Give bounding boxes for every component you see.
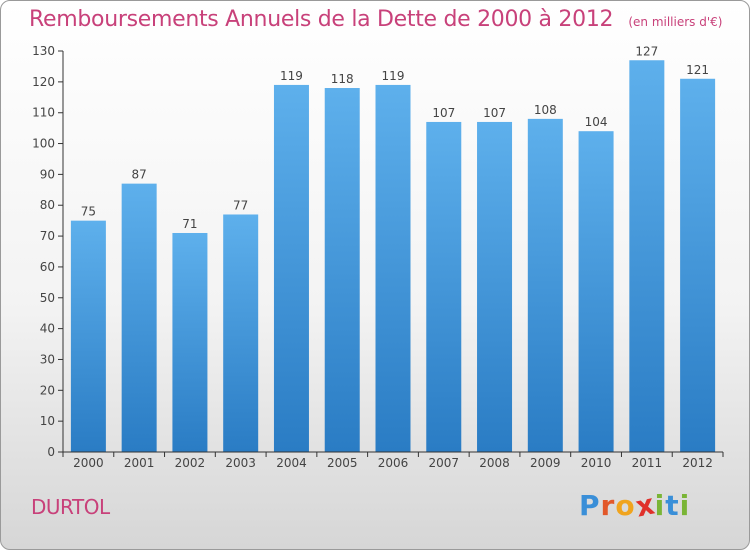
data-label: 127 bbox=[635, 44, 658, 58]
bar bbox=[426, 121, 462, 452]
bars: 75 87 71 77 119 118 119 107 107 108 104 127 121 bbox=[70, 44, 716, 452]
y-tick-label: 100 bbox=[32, 137, 55, 151]
chart-unit: (en milliers d'€) bbox=[628, 15, 723, 29]
data-label: 104 bbox=[585, 115, 608, 129]
y-tick-label: 0 bbox=[47, 445, 55, 459]
bar bbox=[629, 60, 665, 452]
logo-letter: i bbox=[679, 489, 691, 522]
y-tick-label: 20 bbox=[40, 383, 55, 397]
bar bbox=[324, 88, 360, 452]
chart-title: Remboursements Annuels de la Dette de 20… bbox=[29, 7, 614, 32]
data-label: 107 bbox=[432, 106, 455, 120]
x-tick-label: 2009 bbox=[530, 456, 561, 470]
data-label: 119 bbox=[280, 69, 303, 83]
x-tick-label: 2010 bbox=[581, 456, 612, 470]
data-label: 107 bbox=[483, 106, 506, 120]
data-label: 119 bbox=[382, 69, 405, 83]
bar bbox=[680, 78, 716, 452]
bar bbox=[477, 121, 513, 452]
bar bbox=[70, 220, 106, 452]
x-tick-label: 2000 bbox=[73, 456, 104, 470]
x-tick-label: 2001 bbox=[124, 456, 155, 470]
x-tick-label: 2004 bbox=[276, 456, 307, 470]
y-tick-label: 110 bbox=[32, 106, 55, 120]
y-tick-label: 70 bbox=[40, 229, 55, 243]
bar bbox=[375, 84, 411, 452]
y-tick-label: 90 bbox=[40, 167, 55, 181]
city-name: DURTOL bbox=[31, 495, 110, 519]
logo-letter: r bbox=[600, 489, 616, 522]
y-tick-label: 60 bbox=[40, 260, 55, 274]
x-tick-label: 2006 bbox=[378, 456, 409, 470]
logo-letter: i bbox=[654, 489, 666, 522]
y-tick-label: 80 bbox=[40, 198, 55, 212]
y-tick-label: 40 bbox=[40, 322, 55, 336]
data-label: 118 bbox=[331, 72, 354, 86]
bar bbox=[578, 131, 614, 452]
logo-letter: o bbox=[615, 489, 636, 522]
y-tick-label: 50 bbox=[40, 291, 55, 305]
data-label: 121 bbox=[686, 63, 709, 77]
data-label: 87 bbox=[132, 168, 147, 182]
logo-letter: P bbox=[579, 489, 601, 522]
x-tick-label: 2005 bbox=[327, 456, 358, 470]
x-tick-label: 2011 bbox=[632, 456, 663, 470]
data-label: 77 bbox=[233, 198, 248, 212]
x-tick-label: 2007 bbox=[428, 456, 459, 470]
bar bbox=[223, 214, 259, 452]
bar bbox=[273, 84, 309, 452]
bar bbox=[121, 183, 157, 452]
proxiti-logo: Proxiti bbox=[579, 487, 691, 523]
y-tick-label: 10 bbox=[40, 414, 55, 428]
y-tick-label: 130 bbox=[32, 44, 55, 58]
x-axis: 2000 2001 2002 2003 2004 2005 2006 2007 2008 2009… bbox=[62, 451, 724, 470]
y-tick-label: 30 bbox=[40, 352, 55, 366]
x-tick-label: 2012 bbox=[682, 456, 713, 470]
bar bbox=[172, 232, 208, 452]
x-tick-label: 2008 bbox=[479, 456, 510, 470]
x-tick-label: 2003 bbox=[225, 456, 256, 470]
y-axis: 0 10 20 30 40 50 60 70 80 90 100 110 120 130 bbox=[32, 44, 64, 459]
chart-title-row: Remboursements Annuels de la Dette de 20… bbox=[29, 7, 722, 32]
data-label: 108 bbox=[534, 103, 557, 117]
data-label: 71 bbox=[182, 217, 197, 231]
x-tick-label: 2002 bbox=[175, 456, 206, 470]
data-label: 75 bbox=[81, 205, 96, 219]
bar bbox=[527, 118, 563, 452]
y-tick-label: 120 bbox=[32, 75, 55, 89]
logo-letter: t bbox=[665, 489, 680, 522]
